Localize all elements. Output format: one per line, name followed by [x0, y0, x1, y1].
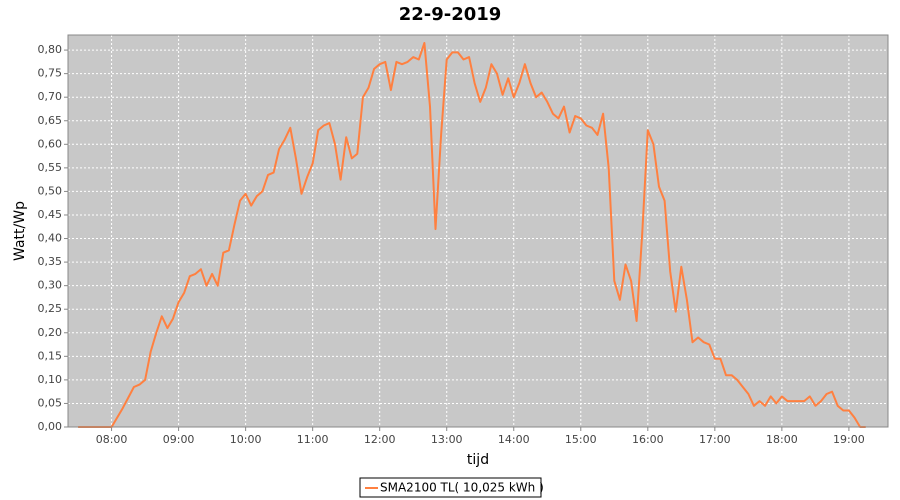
x-tick-label: 11:00 — [297, 433, 329, 446]
y-tick-label: 0,05 — [38, 396, 63, 409]
series-line — [78, 42, 866, 428]
x-tick-label: 15:00 — [565, 433, 597, 446]
x-tick-label: 08:00 — [96, 433, 128, 446]
y-tick-label: 0,60 — [38, 137, 63, 150]
y-tick-label: 0,20 — [38, 326, 63, 339]
y-tick-label: 0,35 — [38, 255, 63, 268]
y-tick-label: 0,65 — [38, 114, 63, 127]
y-tick-label: 0,40 — [38, 232, 63, 245]
x-tick-label: 14:00 — [498, 433, 530, 446]
y-tick-label: 0,10 — [38, 373, 63, 386]
x-tick-label: 13:00 — [431, 433, 463, 446]
x-axis-label: tijd — [467, 452, 489, 468]
y-tick-label: 0,45 — [38, 208, 63, 221]
y-tick-label: 0,30 — [38, 279, 63, 292]
x-tick-label: 16:00 — [632, 433, 664, 446]
y-tick-label: 0,80 — [38, 43, 63, 56]
x-tick-label: 12:00 — [364, 433, 396, 446]
plot-border — [67, 34, 889, 428]
y-tick-label: 0,75 — [38, 67, 63, 80]
x-tick-label: 17:00 — [699, 433, 731, 446]
y-tick-label: 0,00 — [38, 420, 63, 433]
x-tick-label: 09:00 — [163, 433, 195, 446]
chart-title: 22-9-2019 — [399, 4, 502, 25]
y-tick-label: 0,25 — [38, 302, 63, 315]
x-tick-label: 10:00 — [230, 433, 262, 446]
legend-box — [359, 477, 542, 498]
plot-area — [68, 35, 888, 427]
x-tick-label: 19:00 — [833, 433, 865, 446]
x-tick-label: 18:00 — [766, 433, 798, 446]
legend-label: SMA2100 TL( 10,025 kWh ) — [380, 481, 544, 495]
y-tick-label: 0,70 — [38, 90, 63, 103]
y-tick-label: 0,55 — [38, 161, 63, 174]
y-tick-label: 0,15 — [38, 349, 63, 362]
y-axis-label: Watt/Wp — [12, 201, 28, 261]
y-tick-label: 0,50 — [38, 184, 63, 197]
